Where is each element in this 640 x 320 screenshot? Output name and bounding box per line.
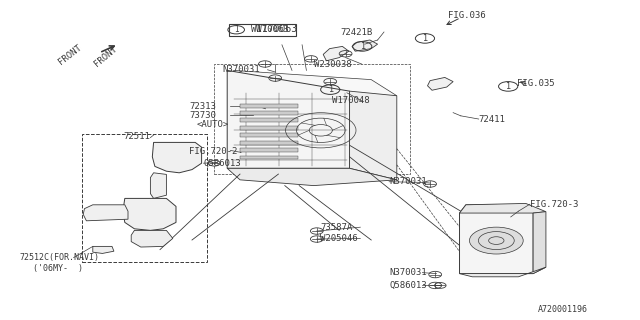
Text: W205046: W205046 bbox=[320, 234, 358, 243]
Polygon shape bbox=[123, 198, 176, 230]
Text: FRONT: FRONT bbox=[93, 44, 119, 68]
Text: 73587A: 73587A bbox=[320, 223, 352, 232]
Polygon shape bbox=[460, 267, 546, 277]
Polygon shape bbox=[131, 230, 173, 247]
Circle shape bbox=[470, 227, 524, 254]
Polygon shape bbox=[460, 205, 533, 274]
Text: 72511: 72511 bbox=[124, 132, 150, 140]
Text: FIG.035: FIG.035 bbox=[517, 79, 555, 88]
Polygon shape bbox=[533, 212, 546, 274]
Polygon shape bbox=[428, 77, 453, 90]
Text: N370031: N370031 bbox=[389, 268, 427, 277]
Polygon shape bbox=[227, 70, 349, 168]
Text: <AUTO>: <AUTO> bbox=[197, 120, 229, 129]
Bar bbox=[240, 104, 298, 108]
Text: FIG.720-2: FIG.720-2 bbox=[189, 147, 237, 156]
Text: 72411: 72411 bbox=[479, 115, 506, 124]
Text: FRONT: FRONT bbox=[57, 43, 84, 66]
Text: FIG.720-3: FIG.720-3 bbox=[530, 200, 579, 209]
Text: 1: 1 bbox=[506, 82, 511, 91]
Text: W170048: W170048 bbox=[332, 96, 369, 105]
Bar bbox=[240, 126, 298, 130]
Polygon shape bbox=[323, 46, 349, 61]
Text: 1: 1 bbox=[422, 34, 428, 43]
Text: N370031: N370031 bbox=[223, 65, 260, 74]
Text: 1: 1 bbox=[234, 25, 239, 34]
Text: W170063: W170063 bbox=[256, 24, 297, 35]
Bar bbox=[240, 118, 298, 122]
Polygon shape bbox=[460, 204, 546, 213]
Bar bbox=[240, 148, 298, 152]
Polygon shape bbox=[349, 91, 397, 180]
Bar bbox=[82, 134, 207, 262]
Bar bbox=[229, 24, 296, 36]
Bar bbox=[240, 156, 298, 159]
Text: 72313: 72313 bbox=[189, 102, 216, 111]
Polygon shape bbox=[83, 205, 128, 221]
Text: 73730: 73730 bbox=[189, 111, 216, 120]
Text: W170063: W170063 bbox=[251, 25, 288, 34]
Text: 1: 1 bbox=[328, 85, 333, 94]
Text: 72421B: 72421B bbox=[340, 28, 372, 37]
Polygon shape bbox=[227, 168, 397, 186]
Bar bbox=[240, 111, 298, 115]
Text: W230038: W230038 bbox=[314, 60, 351, 68]
Bar bbox=[240, 133, 298, 137]
Text: 1: 1 bbox=[360, 42, 365, 51]
Text: 72512C(FOR.NAVI): 72512C(FOR.NAVI) bbox=[19, 253, 99, 262]
Circle shape bbox=[479, 232, 515, 250]
Text: FIG.036: FIG.036 bbox=[448, 11, 486, 20]
Polygon shape bbox=[352, 40, 378, 51]
Polygon shape bbox=[93, 246, 114, 253]
Text: ('06MY-  ): ('06MY- ) bbox=[33, 264, 83, 273]
Bar bbox=[240, 141, 298, 145]
Polygon shape bbox=[234, 70, 397, 99]
Polygon shape bbox=[152, 142, 202, 173]
Text: Q586013: Q586013 bbox=[389, 281, 427, 290]
Polygon shape bbox=[150, 173, 166, 198]
Text: N370031: N370031 bbox=[389, 177, 427, 186]
Text: Q586013: Q586013 bbox=[204, 159, 241, 168]
Text: A720001196: A720001196 bbox=[538, 305, 588, 314]
